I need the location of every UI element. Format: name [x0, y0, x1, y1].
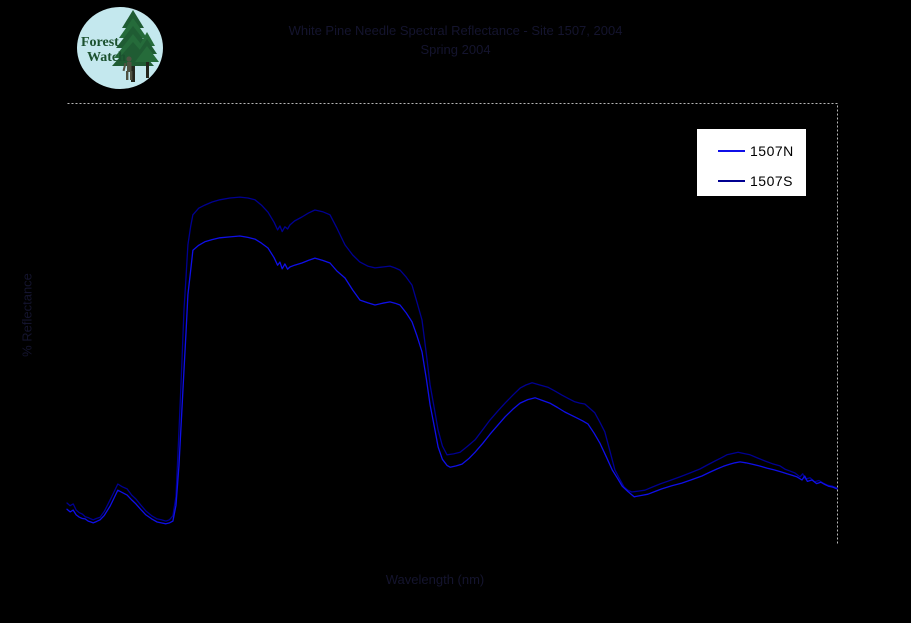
logo-text-forest: Forest: [81, 35, 119, 50]
legend: 1507N 1507S: [696, 128, 807, 197]
x-axis-label: Wavelength (nm): [385, 572, 485, 587]
chart-title: White Pine Needle Spectral Reflectance -…: [0, 21, 911, 59]
legend-line-1507N: [718, 150, 745, 152]
plot-border: [67, 103, 838, 546]
forest-watch-logo: Forest Watch: [77, 7, 163, 89]
legend-label-1507S: 1507S: [750, 173, 793, 189]
chart-title-line1: White Pine Needle Spectral Reflectance -…: [288, 23, 623, 38]
y-axis-label: % Reflectance: [19, 273, 35, 357]
legend-line-1507S: [718, 180, 745, 182]
legend-label-1507N: 1507N: [750, 143, 794, 159]
chart-title-line2: Spring 2004: [420, 42, 491, 57]
legend-item-1507S: 1507S: [718, 170, 806, 192]
small-pine-tree-icon: [135, 32, 159, 78]
logo-text-watch: Watch: [87, 50, 126, 65]
series-1507S-line: [66, 196, 838, 522]
series-1507N-line: [66, 235, 838, 525]
legend-item-1507N: 1507N: [718, 140, 806, 162]
hiker-icon: [122, 56, 133, 80]
